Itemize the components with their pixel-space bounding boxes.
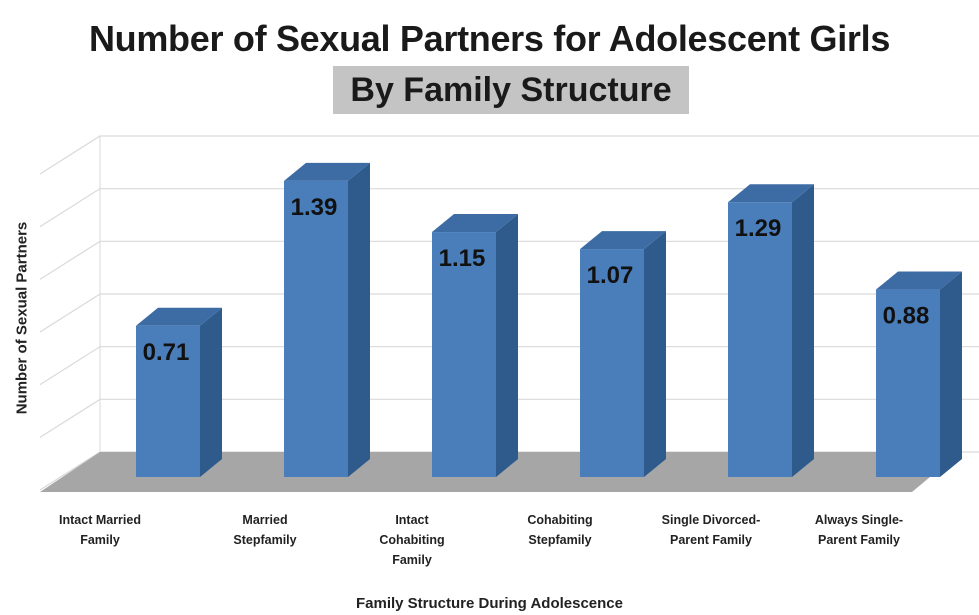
bar-side (496, 214, 518, 478)
category-label: Cohabiting Stepfamily (527, 513, 593, 547)
bar (136, 325, 200, 477)
data-label: 0.71 (143, 339, 190, 366)
bar-side (348, 162, 370, 477)
bar (284, 180, 348, 477)
data-label: 1.39 (291, 194, 338, 221)
bar-top (580, 231, 666, 250)
bar-top (728, 184, 814, 203)
bar-top (432, 214, 518, 233)
bar-top (876, 271, 962, 290)
bar-side (792, 184, 814, 478)
data-label: 0.88 (883, 303, 930, 330)
data-label: 1.29 (735, 215, 782, 242)
bar-top (136, 307, 222, 326)
chart-subtitle: By Family Structure (333, 66, 689, 114)
x-axis-label: Family Structure During Adolescence (355, 595, 623, 612)
data-label: 1.15 (439, 245, 486, 272)
bar-side (940, 271, 962, 477)
category-label: Intact Cohabiting Family (379, 513, 445, 567)
bar-side (644, 231, 666, 477)
bars-layer: 0.71 1.39 1.15 1.07 1.29 0.88 (136, 162, 962, 478)
bar (728, 202, 792, 478)
category-label: Always Single- Parent Family (814, 513, 904, 547)
bar-side (200, 307, 222, 477)
category-label: Single Divorced- Parent Family (661, 513, 761, 547)
data-label: 1.07 (587, 262, 634, 289)
bar (580, 249, 644, 477)
bar-top (284, 162, 370, 181)
gridline (39, 135, 979, 175)
category-label: Married Stepfamily (233, 513, 297, 547)
chart-title: Number of Sexual Partners for Adolescent… (88, 18, 891, 59)
bar (876, 289, 940, 477)
category-label: Intact Married Family (59, 513, 141, 547)
bar (432, 232, 496, 477)
